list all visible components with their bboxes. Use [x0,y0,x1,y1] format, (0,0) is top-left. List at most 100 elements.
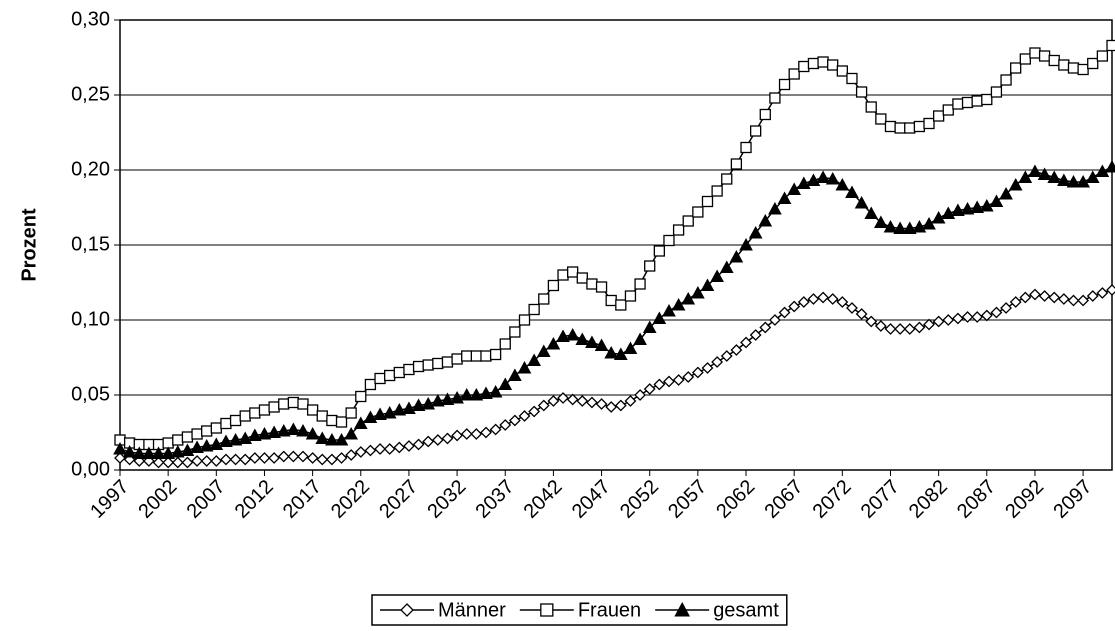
marker [210,422,222,434]
marker [750,125,762,137]
marker [855,308,868,320]
marker [999,186,1013,200]
marker [1105,159,1115,173]
marker [287,396,300,409]
marker [875,113,887,125]
marker [267,425,281,438]
marker [305,426,320,440]
marker [268,452,281,464]
marker [201,425,213,437]
marker [817,56,829,68]
marker [325,432,339,446]
marker [980,309,993,322]
marker [315,431,330,444]
marker [759,108,771,121]
marker [1096,50,1109,62]
marker [932,110,945,122]
marker [316,453,329,466]
marker [470,428,483,440]
marker [181,456,194,469]
marker [807,57,820,70]
marker [864,206,879,219]
marker [451,353,463,365]
legend-label: gesamt [713,599,779,621]
plot-frame [119,19,1113,471]
marker [258,452,271,464]
marker [633,332,647,345]
marker [990,86,1003,98]
marker [634,389,646,401]
y-tick-label: 0,00 [71,458,110,480]
marker [624,290,637,302]
marker [1000,302,1012,314]
marker [835,177,850,191]
marker [488,384,503,398]
marker [1028,164,1042,177]
marker [585,335,599,348]
marker [440,392,455,405]
marker [971,311,984,323]
marker [527,353,541,366]
marker [768,314,781,326]
marker [247,428,262,441]
marker [855,86,868,98]
marker [730,158,743,170]
marker [181,431,194,443]
marker [200,455,213,467]
marker [335,416,348,428]
marker [199,438,214,452]
legend-label: Männer [438,599,506,621]
marker [384,369,396,382]
marker [286,422,301,435]
marker [1086,290,1099,302]
marker [219,434,233,447]
marker [228,432,243,446]
y-tick-label: 0,15 [71,233,110,255]
legend: Männer Frauen gesamt [371,594,788,626]
marker [335,452,348,464]
marker [1000,74,1012,86]
marker [306,452,319,464]
marker [113,441,127,455]
marker [748,225,763,239]
marker [479,386,493,399]
legend-box [371,594,788,626]
marker [1077,63,1089,76]
marker [1058,59,1070,71]
legend-marker [400,603,414,617]
marker [499,419,512,431]
marker [672,374,685,386]
marker [798,60,810,73]
marker [624,395,637,407]
marker [884,323,897,335]
marker [942,104,954,116]
marker [229,414,242,427]
marker [854,195,869,209]
marker [826,293,839,305]
legend-label: Frauen [578,599,641,621]
marker [1056,173,1071,186]
marker [711,356,724,368]
marker [249,407,261,419]
marker [383,443,396,455]
marker [586,396,598,409]
marker [643,383,656,395]
marker [903,323,916,335]
marker [258,404,271,416]
marker [528,303,540,316]
marker [825,171,840,185]
marker [508,368,522,381]
legend-marker [674,601,691,617]
marker [634,278,646,290]
marker [700,278,715,291]
marker [653,378,666,391]
marker [546,336,561,350]
marker [653,245,665,257]
marker [682,371,695,383]
marker [989,194,1004,207]
marker [913,321,926,334]
y-tick-label: 0,30 [71,8,110,30]
marker [729,249,744,263]
marker [740,141,752,154]
